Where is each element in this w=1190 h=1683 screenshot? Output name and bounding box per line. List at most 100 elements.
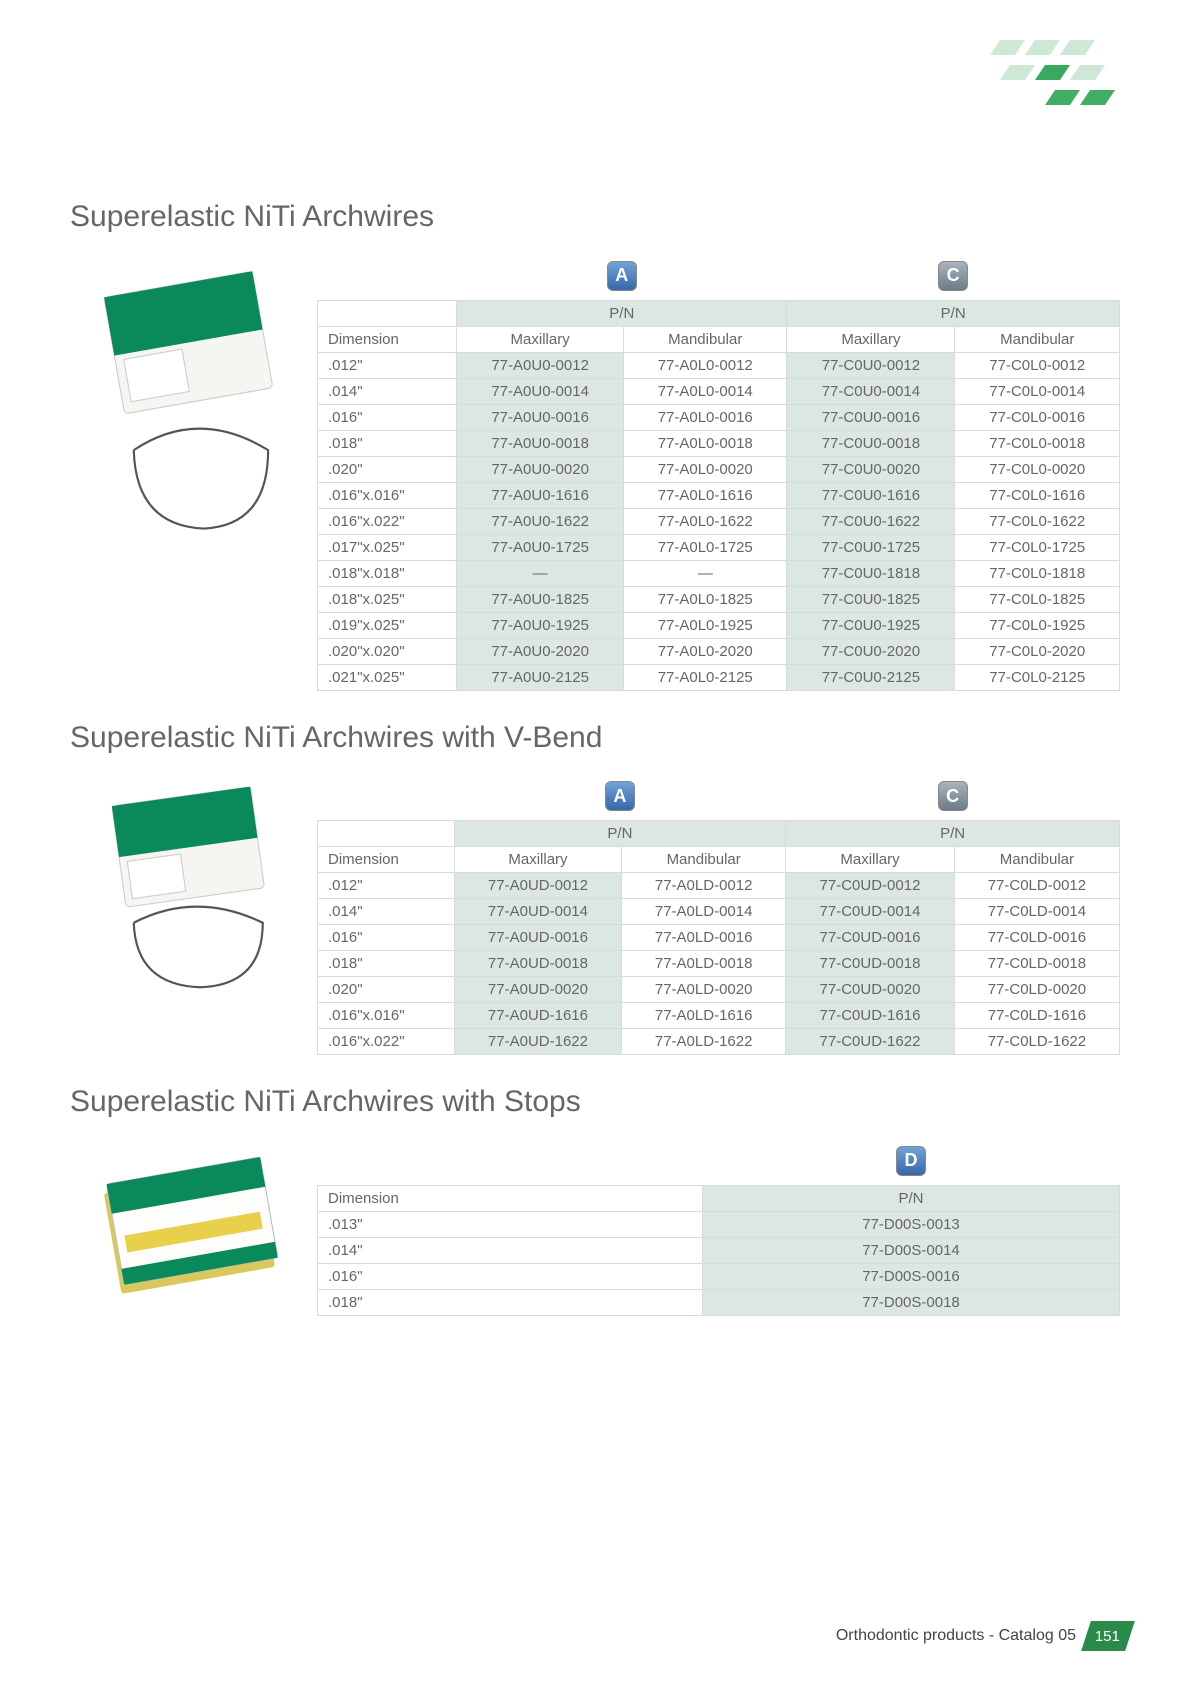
pn-cell: 77-A0U0-0020: [457, 456, 624, 482]
pn-cell: 77-C0LD-0014: [954, 899, 1119, 925]
pn-cell: 77-C0L0-1616: [955, 482, 1120, 508]
pn-cell: 77-C0L0-0018: [955, 430, 1120, 456]
pn-cell: 77-A0U0-1925: [457, 612, 624, 638]
dim-cell: .012": [318, 873, 455, 899]
pn-cell: 77-C0LD-1622: [954, 1029, 1119, 1055]
badge-d-icon: D: [896, 1146, 926, 1176]
pn-header: P/N: [786, 821, 1120, 847]
pn-cell: 77-A0U0-1622: [457, 508, 624, 534]
pn-cell: 77-A0U0-0012: [457, 352, 624, 378]
pn-cell: 77-C0U0-1622: [787, 508, 955, 534]
dim-cell: .016"x.016": [318, 1003, 455, 1029]
badge-c-icon: C: [938, 261, 968, 291]
pn-cell: 77-C0L0-0012: [955, 352, 1120, 378]
dim-cell: .014": [318, 899, 455, 925]
pn-cell: 77-A0LD-1622: [622, 1029, 786, 1055]
dim-cell: .014": [318, 378, 457, 404]
pn-cell: 77-A0U0-0016: [457, 404, 624, 430]
pn-cell: —: [624, 560, 787, 586]
table-row: .016"x.022" 77-A0UD-1622 77-A0LD-1622 77…: [318, 1029, 1120, 1055]
section2-table: A C P/N P/N Dimension Maxillary Mandibul…: [317, 773, 1120, 1056]
section1-title: Superelastic NiTi Archwires: [70, 200, 1120, 234]
pn-cell: 77-D00S-0013: [702, 1211, 1119, 1237]
pn-cell: 77-C0U0-1725: [787, 534, 955, 560]
pn-cell: 77-A0UD-0018: [454, 951, 622, 977]
table-row: .014" 77-A0U0-0014 77-A0L0-0014 77-C0U0-…: [318, 378, 1120, 404]
table-row: .016" 77-A0U0-0016 77-A0L0-0016 77-C0U0-…: [318, 404, 1120, 430]
table-row: .017"x.025" 77-A0U0-1725 77-A0L0-1725 77…: [318, 534, 1120, 560]
section1-product-image: [70, 252, 305, 552]
pn-cell: 77-A0L0-1825: [624, 586, 787, 612]
pn-cell: 77-C0UD-0012: [786, 873, 955, 899]
pn-cell: 77-C0U0-0012: [787, 352, 955, 378]
dim-cell: .018": [318, 430, 457, 456]
dim-cell: .012": [318, 352, 457, 378]
max-header: Maxillary: [786, 847, 955, 873]
pn-cell: 77-A0LD-1616: [622, 1003, 786, 1029]
pn-cell: 77-D00S-0016: [702, 1263, 1119, 1289]
pn-cell: 77-A0U0-1725: [457, 534, 624, 560]
pn-cell: 77-A0L0-1616: [624, 482, 787, 508]
pn-cell: 77-C0U0-2125: [787, 664, 955, 690]
pn-cell: 77-A0LD-0018: [622, 951, 786, 977]
pn-cell: 77-C0U0-1825: [787, 586, 955, 612]
pn-cell: 77-A0UD-0014: [454, 899, 622, 925]
pn-cell: 77-A0U0-1616: [457, 482, 624, 508]
pn-cell: 77-C0U0-1616: [787, 482, 955, 508]
dim-cell: .018": [318, 951, 455, 977]
dim-header: Dimension: [318, 847, 455, 873]
pn-cell: 77-C0U0-0020: [787, 456, 955, 482]
section3-table: D Dimension P/N .013" 77-D00S-0013.014" …: [317, 1137, 1120, 1316]
dim-cell: .017"x.025": [318, 534, 457, 560]
badge-a-icon: A: [607, 261, 637, 291]
pn-cell: 77-C0L0-1725: [955, 534, 1120, 560]
pn-cell: 77-C0UD-1622: [786, 1029, 955, 1055]
pn-cell: 77-C0LD-1616: [954, 1003, 1119, 1029]
table-row: .012" 77-A0U0-0012 77-A0L0-0012 77-C0U0-…: [318, 352, 1120, 378]
table-row: .016"x.016" 77-A0UD-1616 77-A0LD-1616 77…: [318, 1003, 1120, 1029]
pn-cell: 77-C0LD-0018: [954, 951, 1119, 977]
pn-cell: 77-A0UD-0016: [454, 925, 622, 951]
dim-cell: .014": [318, 1237, 703, 1263]
pn-cell: 77-A0U0-0018: [457, 430, 624, 456]
mand-header: Mandibular: [954, 847, 1119, 873]
pn-cell: 77-A0L0-2125: [624, 664, 787, 690]
pn-cell: 77-C0UD-0014: [786, 899, 955, 925]
table-row: .016"x.022" 77-A0U0-1622 77-A0L0-1622 77…: [318, 508, 1120, 534]
table-row: .020" 77-A0U0-0020 77-A0L0-0020 77-C0U0-…: [318, 456, 1120, 482]
pn-cell: 77-A0L0-0014: [624, 378, 787, 404]
pn-cell: 77-C0L0-0020: [955, 456, 1120, 482]
pn-cell: 77-C0U0-1925: [787, 612, 955, 638]
pn-cell: 77-A0L0-0020: [624, 456, 787, 482]
mand-header: Mandibular: [622, 847, 786, 873]
pn-cell: 77-A0U0-2125: [457, 664, 624, 690]
dim-cell: .013": [318, 1211, 703, 1237]
dim-cell: .018"x.018": [318, 560, 457, 586]
pn-cell: 77-C0U0-0014: [787, 378, 955, 404]
pn-cell: 77-A0U0-0014: [457, 378, 624, 404]
table-row: .012" 77-A0UD-0012 77-A0LD-0012 77-C0UD-…: [318, 873, 1120, 899]
pn-cell: 77-C0L0-1925: [955, 612, 1120, 638]
table-row: .016" 77-D00S-0016: [318, 1263, 1120, 1289]
pn-cell: 77-C0L0-1622: [955, 508, 1120, 534]
pn-cell: 77-A0UD-1616: [454, 1003, 622, 1029]
pn-header: P/N: [702, 1185, 1119, 1211]
pn-cell: 77-C0L0-0014: [955, 378, 1120, 404]
dim-cell: .016"x.016": [318, 482, 457, 508]
section3-product-image: [70, 1137, 305, 1318]
badge-c-icon: C: [938, 781, 968, 811]
pn-cell: 77-C0LD-0020: [954, 977, 1119, 1003]
pn-cell: 77-A0L0-1725: [624, 534, 787, 560]
pn-cell: 77-C0L0-2020: [955, 638, 1120, 664]
pn-cell: 77-C0LD-0016: [954, 925, 1119, 951]
pn-header: P/N: [787, 300, 1120, 326]
pn-cell: 77-C0U0-0016: [787, 404, 955, 430]
pn-header: P/N: [457, 300, 787, 326]
section2-title: Superelastic NiTi Archwires with V-Bend: [70, 721, 1120, 755]
pn-cell: 77-A0L0-0016: [624, 404, 787, 430]
pn-cell: 77-A0UD-1622: [454, 1029, 622, 1055]
table-row: .018" 77-A0UD-0018 77-A0LD-0018 77-C0UD-…: [318, 951, 1120, 977]
dim-cell: .016": [318, 1263, 703, 1289]
pn-cell: 77-C0UD-0016: [786, 925, 955, 951]
mand-header: Mandibular: [624, 326, 787, 352]
